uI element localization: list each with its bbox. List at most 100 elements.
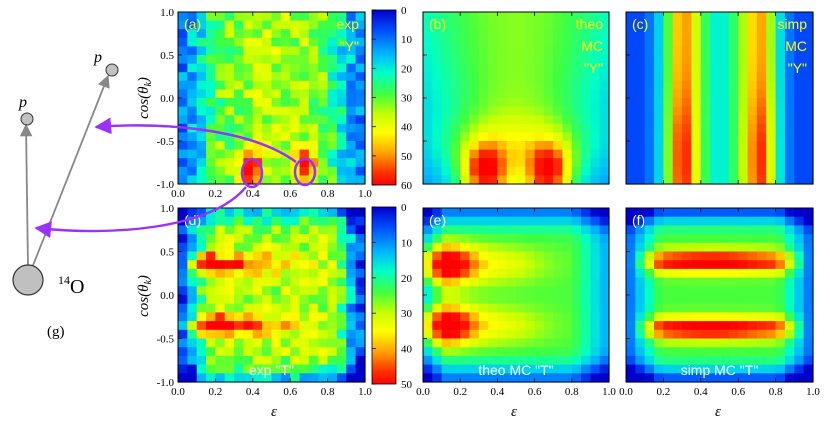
heatmap-cell [215, 63, 226, 73]
heatmap-cell [663, 46, 674, 56]
heatmap-cell [562, 338, 573, 348]
heatmap-cell [299, 12, 310, 22]
heatmap-cell [543, 303, 554, 313]
heatmap-cell [299, 251, 310, 261]
heatmap-cell [224, 338, 235, 348]
heatmap-cell [663, 37, 674, 47]
heatmap-cell [738, 312, 749, 322]
heatmap-cell [441, 303, 452, 313]
heatmap-cell [525, 141, 536, 151]
heatmap-cell [626, 106, 636, 116]
heatmap-cell [525, 268, 536, 279]
heatmap-cell [635, 123, 646, 133]
heatmap-cell [562, 347, 573, 357]
heatmap-cell [571, 225, 582, 235]
heatmap-cell [327, 338, 338, 348]
heatmap-cell [654, 286, 664, 296]
heatmap-cell [682, 277, 693, 287]
heatmap-cell [280, 251, 291, 261]
heatmap-cell [318, 141, 329, 151]
heatmap-cell [234, 80, 245, 90]
heatmap-cell [460, 175, 471, 185]
heatmap-cell [318, 132, 329, 142]
heatmap-cell [700, 166, 711, 176]
heatmap-cell [469, 321, 480, 331]
heatmap-cell [346, 277, 357, 287]
heatmap-cell [506, 251, 517, 261]
heatmap-cell [497, 277, 508, 287]
heatmap-cell [525, 106, 536, 116]
heatmap-cell [534, 251, 545, 261]
heatmap-cell [299, 312, 310, 322]
heatmap-cell [738, 355, 749, 366]
heatmap-cell [206, 12, 216, 22]
heatmap-cell [719, 277, 730, 287]
heatmap-cell [252, 132, 263, 142]
heatmap-cell [243, 29, 254, 39]
heatmap-cell [478, 158, 489, 168]
colorbar-tick-label: 20 [401, 273, 413, 285]
heatmap-cell [308, 98, 319, 108]
heatmap-cell [719, 225, 730, 235]
heatmap-cell [691, 338, 702, 348]
heatmap-cell [178, 158, 188, 168]
heatmap-cell [506, 80, 517, 90]
heatmap-cell [423, 364, 433, 374]
heatmap-cell [432, 312, 443, 322]
heatmap-cell [803, 260, 814, 270]
heatmap-cell [682, 286, 693, 296]
heatmap-cell [635, 89, 646, 99]
heatmap-cell [271, 115, 282, 125]
heatmap-cell [271, 12, 282, 22]
heatmap-cell [599, 355, 610, 366]
heatmap-cell [469, 216, 480, 226]
heatmap-cell [432, 63, 443, 73]
heatmap-cell [682, 12, 693, 22]
heatmap-cell [308, 234, 319, 244]
heatmap-cell [756, 175, 767, 185]
heatmap-cell [441, 268, 452, 279]
annotation-arrows [34, 117, 317, 238]
heatmap-cell [460, 98, 471, 108]
heatmap-cell [766, 46, 777, 56]
heatmap-cell [327, 29, 338, 39]
heatmap-cell [672, 268, 683, 279]
heatmap-cell [635, 277, 646, 287]
heatmap-cell [488, 72, 498, 82]
heatmap-cell [599, 373, 610, 383]
heatmap-cell [262, 20, 273, 30]
heatmap-cell [488, 225, 498, 235]
heatmap-cell [562, 63, 573, 73]
heatmap-cell [308, 225, 319, 235]
heatmap-cell [534, 234, 545, 244]
heatmap-cell [318, 260, 329, 270]
heatmap-cell [700, 208, 711, 218]
heatmap-cell [803, 89, 814, 99]
heatmap-cell [243, 89, 254, 99]
heatmap-cell [423, 80, 433, 90]
heatmap-cell [469, 141, 480, 151]
heatmap-cell [355, 158, 366, 168]
heatmap-cell [756, 166, 767, 176]
heatmap-cell [756, 149, 767, 159]
heatmap-cell [262, 158, 273, 168]
heatmap-cell [355, 321, 366, 331]
heatmap-cell [534, 277, 545, 287]
heatmap-cell [553, 208, 564, 218]
heatmap-cell [187, 364, 198, 374]
heatmap-cell [234, 268, 245, 279]
heatmap-cell [346, 329, 357, 340]
heatmap-cell [784, 260, 795, 270]
x-tick-label: 1.0 [358, 188, 372, 200]
heatmap-cell [187, 295, 198, 305]
heatmap-cell [346, 268, 357, 279]
heatmap-cell [525, 251, 536, 261]
panel-letter: (a) [184, 16, 201, 32]
panel-letter: (c) [632, 16, 648, 32]
heatmap-cell [654, 80, 664, 90]
heatmap-cell [766, 141, 777, 151]
heatmap-cell [803, 329, 814, 340]
heatmap-cell [794, 72, 805, 82]
heatmap-cell [355, 89, 366, 99]
